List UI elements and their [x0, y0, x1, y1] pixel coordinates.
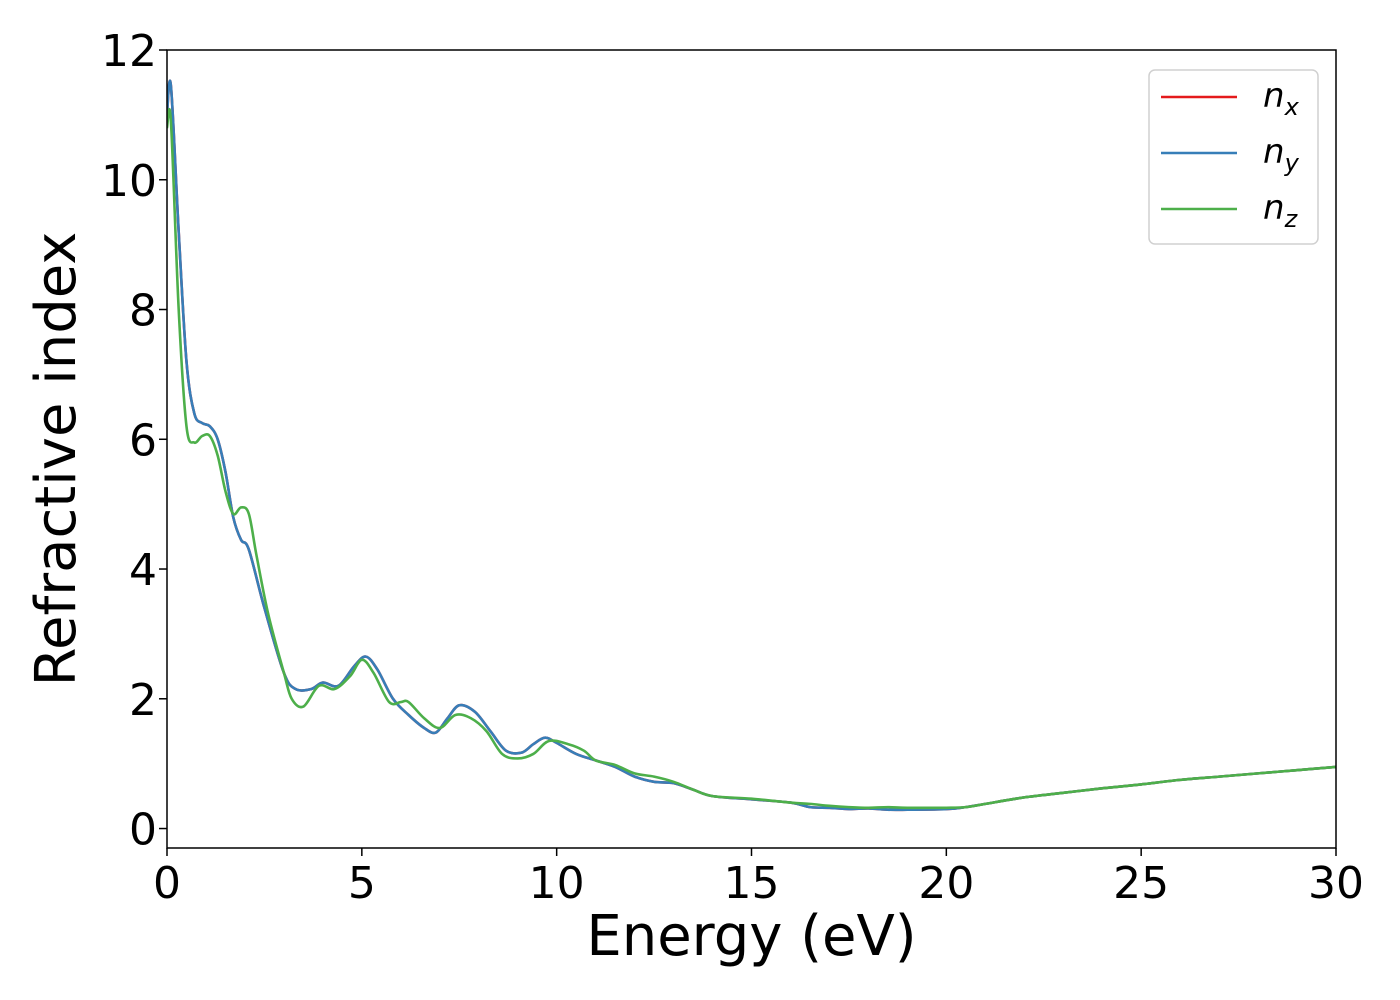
x-tick-label: 10	[529, 858, 585, 909]
x-tick-label: 30	[1308, 858, 1364, 909]
y-axis-ticks: 0 2 4 6 8 10 12	[101, 26, 167, 856]
x-tick-label: 15	[724, 858, 780, 909]
y-tick-label: 0	[129, 805, 157, 856]
x-tick-label: 25	[1113, 858, 1169, 909]
y-axis-label: Refractive index	[24, 232, 89, 687]
legend-label-n-z: nz	[1263, 188, 1299, 233]
x-axis-label: Energy (eV)	[586, 904, 916, 969]
y-tick-label: 2	[129, 675, 157, 726]
legend-box	[1148, 69, 1319, 245]
y-tick-label: 12	[101, 26, 157, 77]
x-axis-ticks: 0 5 10 15 20 25 30	[153, 848, 1364, 909]
y-tick-label: 4	[129, 545, 157, 596]
y-tick-label: 8	[129, 286, 157, 337]
x-tick-label: 20	[918, 858, 974, 909]
legend-label-n-y: ny	[1263, 132, 1300, 177]
y-tick-label: 6	[129, 415, 157, 466]
plot-lines	[167, 79, 1336, 812]
x-tick-label: 0	[153, 858, 181, 909]
series-line-n-z	[167, 108, 1336, 810]
y-tick-label: 10	[101, 156, 157, 207]
legend: nx ny nz	[1148, 69, 1319, 245]
x-tick-label: 5	[348, 858, 376, 909]
legend-label-n-x: nx	[1263, 76, 1300, 121]
